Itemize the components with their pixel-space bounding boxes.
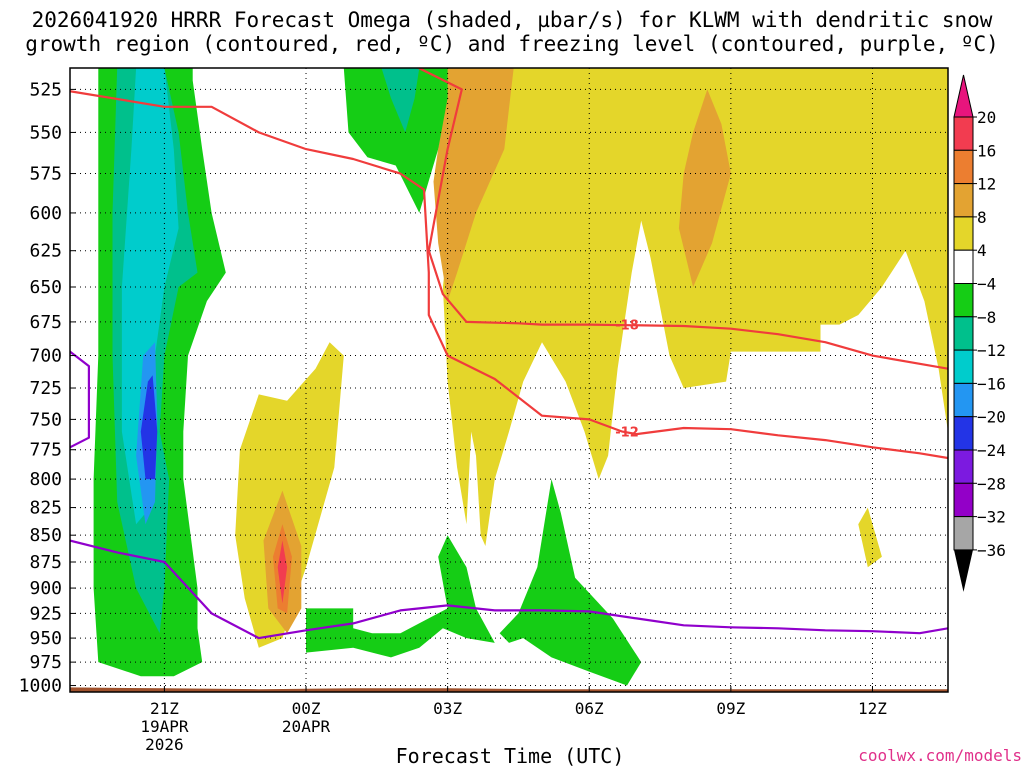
colorbar-swatch — [953, 516, 974, 551]
colorbar-label: −20 — [977, 408, 1006, 427]
y-tick-label: 800 — [29, 469, 62, 490]
colorbar-swatch — [953, 283, 974, 318]
x-axis-label: Forecast Time (UTC) — [395, 744, 625, 768]
colorbar-label: 12 — [977, 175, 996, 194]
colorbar-label: 20 — [977, 108, 996, 127]
x-tick-label: 09Z — [716, 699, 745, 718]
y-tick-label: 725 — [29, 378, 62, 399]
y-tick-label: 900 — [29, 578, 62, 599]
x-tick-label: 19APR — [140, 717, 189, 736]
omega-shade-region — [381, 68, 420, 133]
colorbar-swatch — [953, 249, 974, 284]
colorbar-swatch — [953, 449, 974, 484]
colorbar-label: −8 — [977, 308, 996, 327]
colorbar-swatch — [953, 116, 974, 151]
y-tick-label: 950 — [29, 628, 62, 649]
y-tick-label: 925 — [29, 603, 62, 624]
x-tick-label: 21Z — [150, 699, 179, 718]
y-tick-label: 775 — [29, 440, 62, 461]
colorbar: 20 16 12 8 4 −4 −8 −12 −16 −20 −24 −28 −32 −36 — [953, 74, 1006, 592]
y-tick-label: 850 — [29, 525, 62, 546]
omega-shade-region — [343, 68, 448, 213]
y-tick-label: 625 — [29, 241, 62, 262]
colorbar-label: 4 — [977, 241, 987, 260]
y-tick-label: 700 — [29, 346, 62, 367]
contour-freezing-level — [70, 350, 90, 449]
colorbar-swatch — [953, 216, 974, 251]
x-tick-label: 06Z — [575, 699, 604, 718]
y-tick-label: 825 — [29, 498, 62, 519]
omega-shade-region — [277, 540, 288, 604]
x-tick-label: 12Z — [858, 699, 887, 718]
ground-fill — [70, 687, 948, 692]
colorbar-swatch — [953, 149, 974, 185]
contour-lines: -18 -12 — [70, 68, 948, 640]
source-credit[interactable]: coolwx.com/models — [858, 746, 1022, 765]
omega-shade-region — [858, 507, 882, 568]
colorbar-top-arrow — [953, 74, 974, 118]
colorbar-label: −12 — [977, 341, 1006, 360]
y-tick-label: 525 — [29, 79, 62, 100]
grid-lines — [70, 68, 948, 692]
colorbar-label: 8 — [977, 208, 987, 227]
colorbar-label: −24 — [977, 441, 1006, 460]
colorbar-bottom-arrow — [954, 549, 973, 592]
colorbar-label: −32 — [977, 508, 1006, 527]
contour-label: -18 — [615, 319, 639, 334]
x-tick-label: 20APR — [282, 717, 331, 736]
omega-shade-region — [499, 479, 642, 686]
contour--12 — [416, 68, 948, 370]
y-tick-label: 975 — [29, 652, 62, 673]
y-tick-label: 600 — [29, 203, 62, 224]
omega-shade-region — [306, 535, 495, 658]
y-tick-label: 1000 — [19, 676, 62, 697]
colorbar-label: 16 — [977, 141, 996, 160]
chart-title-line-1: 2026041920 HRRR Forecast Omega (shaded, … — [31, 8, 993, 32]
plot-frame — [69, 67, 949, 693]
omega-shading — [93, 68, 948, 686]
omega-shade-region — [121, 68, 179, 525]
omega-shade-region — [235, 342, 344, 648]
y-tick-label: 575 — [29, 164, 62, 185]
y-tick-label: 750 — [29, 409, 62, 430]
omega-shade-region — [376, 68, 948, 546]
colorbar-swatch — [953, 349, 974, 384]
contour-freezing-level — [70, 539, 948, 640]
chart-title-line-2: growth region (contoured, red, ºC) and f… — [25, 32, 999, 56]
y-tick-label: 675 — [29, 312, 62, 333]
omega-shade-region — [400, 68, 514, 302]
x-tick-label: 2026 — [145, 735, 184, 754]
colorbar-label: −4 — [977, 275, 996, 294]
omega-shade-region — [678, 89, 731, 288]
x-tick-label: 03Z — [433, 699, 462, 718]
colorbar-swatch — [953, 382, 974, 418]
contour--18 — [70, 90, 948, 460]
colorbar-label: −36 — [977, 541, 1006, 560]
terrain-ground — [70, 687, 948, 692]
omega-shade-region — [140, 375, 158, 480]
colorbar-label: −16 — [977, 374, 1006, 393]
colorbar-swatch — [953, 316, 974, 351]
x-tick-label: 00Z — [292, 699, 321, 718]
contour-label: -12 — [615, 426, 639, 441]
y-tick-label: 550 — [29, 122, 62, 143]
y-axis-tick-labels: 525 550 575 600 625 650 675 700 725 750 775 800 825 8… — [19, 79, 76, 697]
y-tick-label: 875 — [29, 552, 62, 573]
y-tick-label: 650 — [29, 277, 62, 298]
colorbar-swatch — [953, 482, 974, 518]
colorbar-swatch — [953, 183, 974, 218]
colorbar-swatch — [953, 416, 974, 451]
colorbar-label: −28 — [977, 474, 1006, 493]
